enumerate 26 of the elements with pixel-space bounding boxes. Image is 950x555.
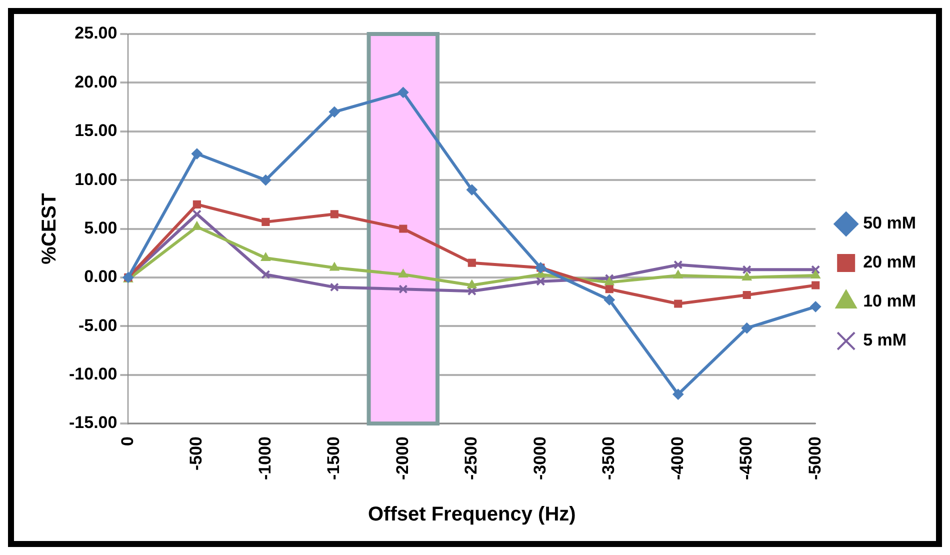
y-tick-label: 25.00 bbox=[74, 24, 118, 43]
y-tick-label: 15.00 bbox=[74, 121, 118, 140]
x-tick-label: -3500 bbox=[599, 436, 618, 480]
x-tick-label: -500 bbox=[186, 436, 206, 471]
x-tick-label: -5000 bbox=[805, 436, 824, 480]
y-tick-label: 10.00 bbox=[74, 170, 118, 189]
x-tick-label: -4500 bbox=[736, 436, 756, 480]
x-tick-label: -2500 bbox=[462, 436, 481, 480]
x-tick-label: 0 bbox=[118, 436, 137, 446]
x-axis-title: Offset Frequency (Hz) bbox=[368, 504, 576, 526]
x-tick-label: -1000 bbox=[255, 436, 274, 480]
x-tick-label: -3000 bbox=[530, 436, 550, 480]
y-tick-label: 5.00 bbox=[84, 218, 118, 238]
x-tick-label: -1500 bbox=[324, 436, 344, 480]
y-tick-label: -5.00 bbox=[78, 316, 118, 335]
legend-label: 20 mM bbox=[863, 252, 916, 272]
y-tick-label: 20.00 bbox=[74, 72, 118, 92]
y-tick-label: -15.00 bbox=[69, 413, 118, 432]
legend-label: 5 mM bbox=[863, 330, 907, 350]
legend-label: 50 mM bbox=[863, 214, 916, 233]
y-tick-label: -10.00 bbox=[69, 364, 118, 384]
y-tick-label: 0.00 bbox=[84, 267, 118, 286]
legend-label: 10 mM bbox=[863, 292, 916, 311]
y-axis-title: %CEST bbox=[38, 193, 61, 264]
x-tick-label: -4000 bbox=[668, 436, 687, 480]
x-tick-label: -2000 bbox=[392, 436, 412, 480]
